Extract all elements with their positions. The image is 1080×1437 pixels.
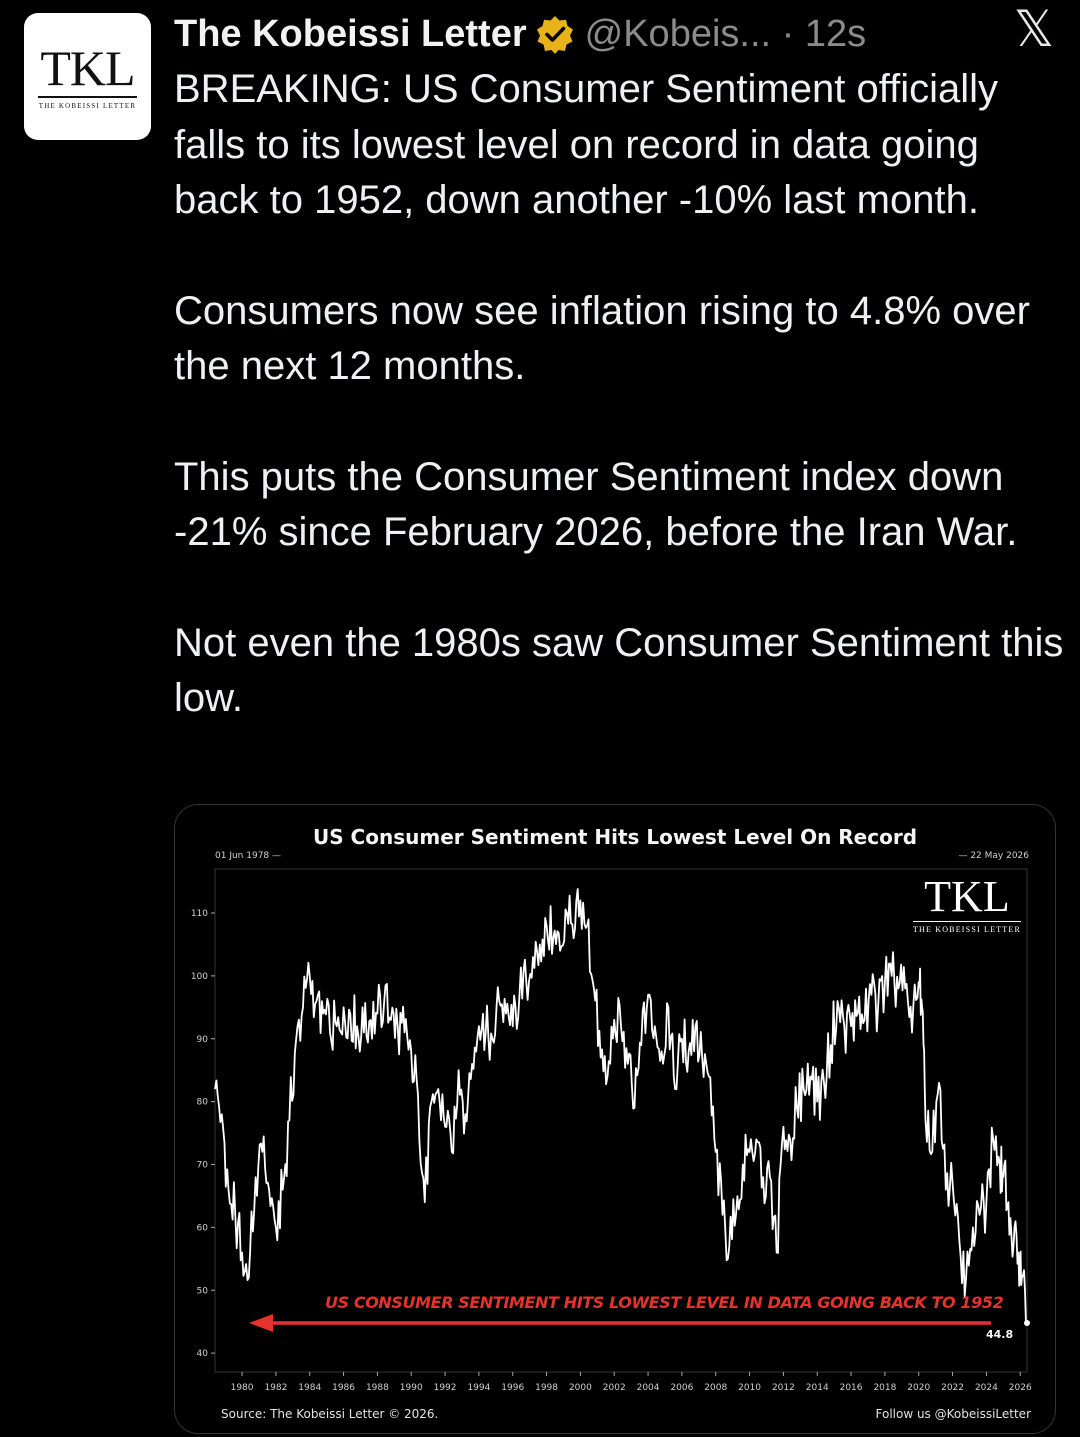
- watermark-monogram: TKL: [912, 875, 1021, 922]
- verified-badge-icon: [536, 16, 573, 54]
- y-tick-label: 90: [197, 1035, 209, 1045]
- last-point-marker: [1024, 1319, 1030, 1326]
- y-tick-label: 110: [191, 909, 208, 919]
- handle-text: @Kobeis...: [584, 12, 772, 55]
- chart-annotation: US CONSUMER SENTIMENT HITS LOWEST LEVEL …: [325, 1293, 1004, 1312]
- chart-title: US Consumer Sentiment Hits Lowest Level …: [312, 825, 918, 849]
- media-card[interactable]: US Consumer Sentiment Hits Lowest Level …: [174, 804, 1056, 1434]
- tweet-body: BREAKING: US Consumer Sentiment official…: [174, 62, 1064, 782]
- y-tick-label: 40: [197, 1349, 209, 1359]
- x-tick-label: 2004: [637, 1383, 660, 1393]
- x-tick-label: 2012: [772, 1383, 795, 1393]
- plot-frame: [214, 868, 1028, 1373]
- x-tick-label: 1980: [231, 1383, 254, 1393]
- chart-plot: 40 50 60 70 80 90 100 110 1980 1982 1984 1986 1988 19…: [191, 868, 1032, 1393]
- last-value-label: 44.8: [986, 1328, 1014, 1341]
- tweet-paragraph: This puts the Consumer Sentiment index d…: [174, 454, 1018, 555]
- end-date-label: — 22 May 2026: [958, 851, 1029, 861]
- x-tick-label: 2018: [873, 1383, 896, 1393]
- author-handle[interactable]: @Kobeis... · 12s: [585, 13, 866, 56]
- x-tick-label: 1984: [298, 1383, 321, 1393]
- y-tick-label: 80: [197, 1098, 209, 1108]
- chart-watermark-logo: TKL THE KOBEISSI LETTER: [912, 875, 1021, 934]
- x-tick-label: 2006: [670, 1383, 693, 1393]
- tweet-paragraph: BREAKING: US Consumer Sentiment official…: [174, 67, 999, 222]
- y-tick-label: 60: [197, 1223, 209, 1233]
- chart-source: Source: The Kobeissi Letter © 2026.: [221, 1407, 439, 1421]
- y-tick-label: 100: [191, 972, 208, 982]
- sentiment-line: [214, 888, 1028, 1326]
- x-tick-label: 1990: [400, 1383, 423, 1393]
- tweet-header: The Kobeissi Letter @Kobeis... · 12s: [174, 8, 1060, 60]
- x-tick-label: 2008: [704, 1383, 727, 1393]
- author-name[interactable]: The Kobeissi Letter: [174, 12, 527, 55]
- x-tick-label: 1988: [366, 1383, 389, 1393]
- x-tick-label: 1996: [501, 1383, 524, 1393]
- annotation-arrow-head: [249, 1314, 273, 1332]
- y-tick-label: 70: [197, 1161, 209, 1171]
- y-tick-label: 50: [197, 1286, 209, 1296]
- x-tick-label: 1986: [332, 1383, 355, 1393]
- watermark-subtitle: THE KOBEISSI LETTER: [912, 925, 1021, 934]
- x-tick-label: 2020: [907, 1383, 930, 1393]
- start-date-label: 01 Jun 1978 —: [215, 851, 282, 861]
- tweet-paragraph: Not even the 1980s saw Consumer Sentimen…: [174, 620, 1064, 721]
- avatar-subtitle: THE KOBEISSI LETTER: [38, 102, 137, 110]
- tweet-paragraph: Consumers now see inflation rising to 4.…: [174, 288, 1030, 389]
- x-tick-label: 1994: [467, 1383, 490, 1393]
- avatar-monogram: TKL: [38, 40, 137, 98]
- avatar[interactable]: TKL THE KOBEISSI LETTER: [24, 13, 151, 140]
- x-tick-label: 1992: [434, 1383, 457, 1393]
- x-tick-label: 1982: [264, 1383, 287, 1393]
- x-tick-label: 2016: [840, 1383, 863, 1393]
- x-tick-label: 2002: [603, 1383, 626, 1393]
- x-logo-icon[interactable]: 𝕏: [1013, 0, 1054, 58]
- x-tick-label: 2000: [569, 1383, 592, 1393]
- x-tick-label: 2010: [738, 1383, 761, 1393]
- chart-follow: Follow us @KobeissiLetter: [875, 1407, 1032, 1421]
- x-tick-label: 2022: [941, 1383, 964, 1393]
- x-tick-label: 2026: [1009, 1383, 1032, 1393]
- x-tick-label: 1998: [535, 1383, 558, 1393]
- x-tick-label: 2024: [975, 1383, 998, 1393]
- x-tick-label: 2014: [806, 1383, 829, 1393]
- timestamp: · 12s: [781, 12, 867, 55]
